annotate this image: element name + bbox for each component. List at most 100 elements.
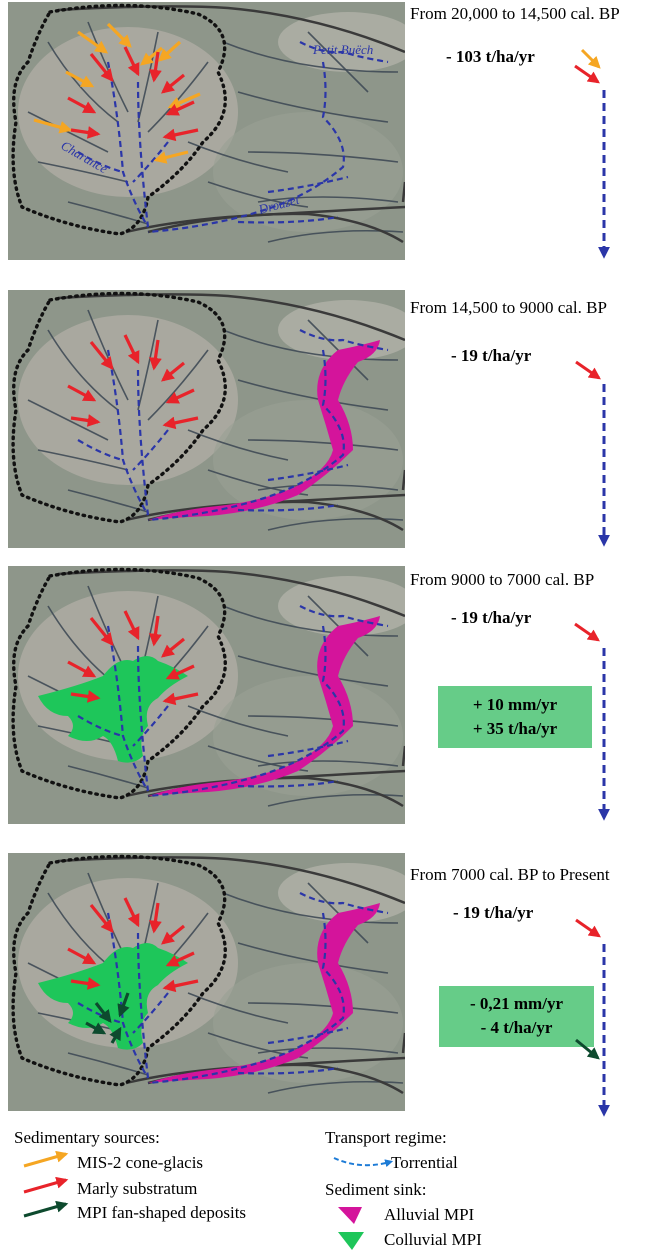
red-source-arrow [165,664,195,680]
ridge-line [247,439,399,451]
mpi-fan-arrow [94,1002,112,1024]
red-source-arrow [161,924,186,945]
map-panel-4 [8,853,405,1111]
map-svg [8,853,405,1111]
legend-colluvial-swatch [338,1232,364,1250]
sub-basin-boundary [11,3,227,236]
ridge-line [222,892,399,924]
red-source-arrow [70,977,101,990]
rate-label-2: - 19 t/ha/yr [451,346,532,365]
torrential-stream [106,912,149,1079]
torrential-stream [299,329,389,352]
change-box-3: + 10 mm/yr + 35 t/ha/yr [438,686,592,748]
alluvial-mpi-deposit [148,903,380,1083]
torrential-stream [237,779,339,788]
ridge-line [37,449,129,471]
ridge-line [222,41,399,73]
torrential-stream [299,605,389,628]
red-source-arrow [67,660,97,678]
torrential-stream [77,715,124,738]
map-svg [8,566,405,824]
red-source-arrow [67,96,97,114]
red-source-arrow [123,610,140,641]
torrential-stream [147,625,345,798]
ridge-line [187,992,289,1024]
red-source-arrow [70,414,101,427]
ridge-line [267,517,404,531]
legend-source-item-2: Marly substratum [77,1179,198,1198]
torrential-stream [237,215,339,224]
red-source-arrow [123,46,140,77]
period-label-1: From 20,000 to 14,500 cal. BP [410,4,620,23]
ridge-line [237,655,389,687]
terrain-upper-zone [278,12,405,72]
red-source-arrow [161,637,186,658]
torrential-stream [267,463,349,482]
torrential-stream [77,1002,124,1025]
map-panel-2 [8,290,405,548]
torrential-stream [136,932,150,1079]
torrential-stream [132,429,169,471]
map-panel-3 [8,566,405,824]
ridge-line [237,91,389,123]
change-box-4: - 0,21 mm/yr - 4 t/ha/yr [439,986,594,1047]
torrential-stream [77,439,124,462]
torrential-stream [77,151,124,174]
red-source-arrow [67,384,97,402]
torrential-stream [147,912,345,1085]
torrential-stream [136,369,150,516]
map-svg [8,290,405,548]
orange-source-arrow [65,70,95,88]
ridge-line [67,489,149,513]
sub-basin-boundary [11,291,227,524]
red-source-arrow [574,622,600,642]
red-source-arrow [574,64,600,84]
red-source-arrow [149,339,162,371]
legend-source-item-3: MPI fan-shaped deposits [77,1203,247,1222]
alluvial-mpi-deposit [148,340,380,520]
ridge-line [267,793,404,807]
change-box-3-line1: + 10 mm/yr [472,695,558,714]
torrential-stream [147,61,345,234]
torrential-stream [237,503,339,512]
ridge-line [247,715,399,727]
legend-sink-item-2: Colluvial MPI [384,1230,482,1249]
red-source-arrow [165,951,195,967]
mpi-fan-source-arrow [575,1038,600,1060]
ridge-line [137,31,159,123]
torrential-stream [267,1026,349,1045]
legend-source-arrows [23,1150,69,1218]
ridge-line [207,181,309,208]
rate-label-3: - 19 t/ha/yr [451,608,532,627]
red-source-arrow [89,903,114,933]
ridge-line [267,1080,404,1094]
torrential-stream [136,81,150,228]
red-source-arrow [575,918,601,938]
sub-basin-boundary [11,854,227,1087]
legend-alluvial-swatch [338,1207,362,1224]
legend-transport-title: Transport regime: [325,1128,447,1147]
red-source-arrow [162,416,199,430]
red-source-arrow [123,897,140,928]
red-source-arrow [165,100,195,116]
legend-sources-title: Sedimentary sources: [14,1128,160,1147]
rate-label-4: - 19 t/ha/yr [453,903,534,922]
torrential-stream [106,625,149,792]
torrential-stream [237,1066,339,1075]
ridge-line [67,765,149,789]
red-source-arrow [89,52,114,82]
ridge-line [187,429,289,461]
red-source-arrow [162,128,199,142]
change-box-3-line2: + 35 t/ha/yr [472,719,558,738]
ridge-line [247,1002,399,1014]
torrential-stream [267,175,349,194]
ridge-line [237,379,389,411]
red-source-arrow [70,690,101,703]
red-source-arrow [89,616,114,646]
mpi-fan-arrow [85,1021,107,1035]
ridge-line [267,229,404,243]
torrential-stream [299,41,389,64]
ridge-line [27,399,109,441]
ridge-line [147,349,209,421]
legend-sink-item-1: Alluvial MPI [384,1205,475,1224]
